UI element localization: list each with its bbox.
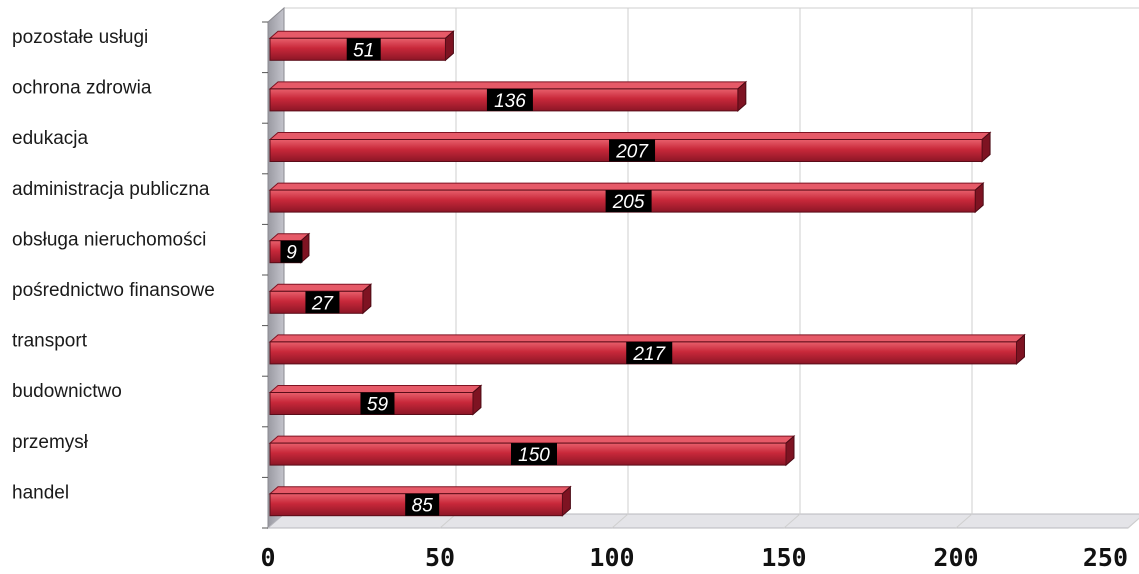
gridline-floor — [783, 513, 801, 529]
x-tick-label: 0 — [260, 543, 275, 572]
bar-top-face — [268, 132, 992, 140]
gridline-floor — [439, 513, 457, 529]
category-label: edukacja — [12, 128, 88, 149]
bars-group: 51 136 207 205 9 27 217 59 150 85 — [268, 30, 1026, 517]
category-label: administracja publiczna — [12, 179, 210, 200]
bar-group: 9 — [268, 232, 311, 264]
category-label: ochrona zdrowia — [12, 78, 152, 99]
category-label: przemysł — [12, 432, 89, 453]
bar-group: 51 — [268, 30, 455, 62]
category-label: pozostałe usługi — [12, 27, 148, 48]
data-label-box — [605, 190, 652, 213]
bar-group: 59 — [268, 384, 483, 416]
x-tick-label: 200 — [933, 543, 978, 572]
bar-top-face — [268, 435, 796, 444]
data-label-box — [280, 240, 303, 263]
category-label: pośrednictwo finansowe — [12, 280, 215, 301]
data-label-box — [626, 341, 673, 364]
bar-top-face — [268, 81, 748, 90]
data-label: 51 — [353, 40, 374, 61]
x-tick-label: 50 — [425, 543, 455, 572]
data-label: 217 — [632, 344, 666, 365]
data-label: 207 — [615, 142, 649, 163]
x-axis-ticks: 0 50 100 150 200 250 — [260, 543, 1128, 572]
gridline-floor — [1127, 517, 1139, 529]
plot-floor — [266, 513, 1139, 529]
bar-group: 205 — [268, 181, 985, 214]
bar-top-face — [268, 486, 572, 495]
bar-top-face — [268, 385, 483, 393]
data-label: 9 — [286, 243, 297, 264]
bar-top-face — [268, 283, 373, 292]
data-label-box — [511, 443, 557, 466]
bar-top-face — [268, 30, 455, 39]
category-label: transport — [12, 331, 88, 352]
x-tick-label: 250 — [1083, 543, 1128, 572]
data-label-box — [360, 392, 395, 415]
data-label: 205 — [612, 192, 645, 213]
gridline-floor — [955, 513, 973, 529]
data-label: 59 — [367, 395, 389, 416]
data-label-box — [346, 38, 381, 61]
x-tick-label: 150 — [761, 543, 806, 572]
data-label-box — [405, 493, 440, 516]
bar-group: 207 — [268, 131, 992, 163]
data-label: 150 — [518, 445, 550, 466]
category-label: budownictwo — [12, 381, 122, 402]
category-label: handel — [12, 482, 69, 503]
data-label-box — [486, 88, 533, 111]
bar-group: 136 — [268, 80, 748, 113]
bar-group: 217 — [268, 333, 1026, 366]
bar-group: 85 — [268, 485, 572, 517]
data-label-box — [305, 291, 340, 314]
data-label-box — [609, 139, 656, 162]
category-label: obsługa nieruchomości — [12, 229, 206, 250]
bar-top-face — [268, 334, 1026, 343]
x-tick-label: 100 — [589, 543, 634, 572]
category-labels: pozostałe usługi ochrona zdrowia edukacja a… — [12, 27, 215, 503]
bar-group: 150 — [268, 434, 796, 467]
data-label: 136 — [494, 91, 526, 112]
data-label: 27 — [311, 293, 335, 314]
gridline-floor — [611, 513, 629, 529]
bar-group: 27 — [268, 283, 373, 315]
bar-top-face — [268, 182, 985, 191]
data-label: 85 — [412, 496, 434, 517]
